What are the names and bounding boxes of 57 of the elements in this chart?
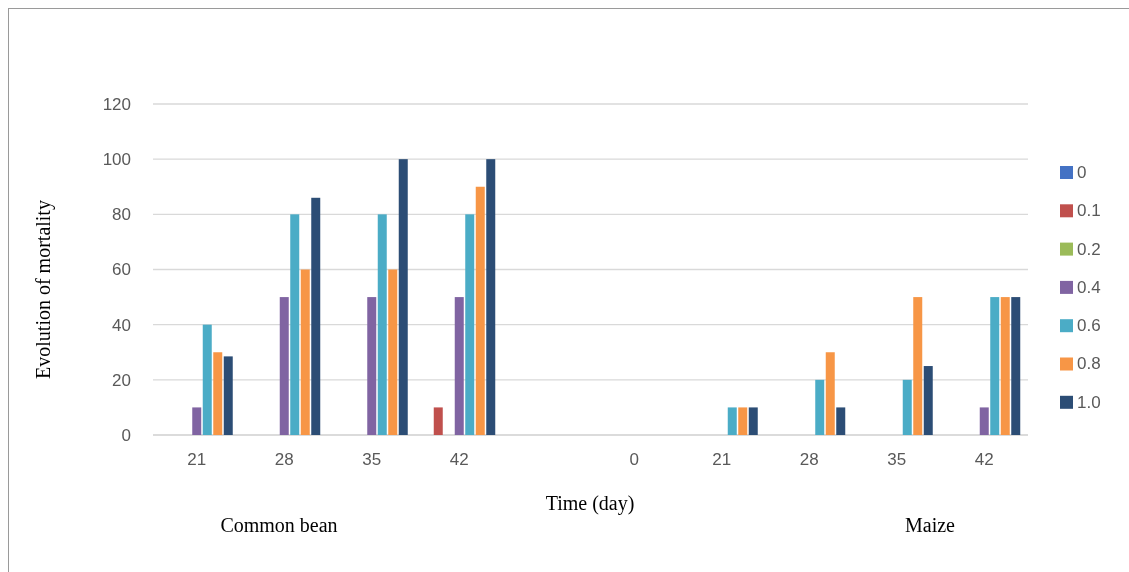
bar xyxy=(1011,297,1021,435)
y-axis-title: Evolution of mortality xyxy=(32,200,55,379)
x-tick-label: 0 xyxy=(629,450,639,469)
y-tick-label: 20 xyxy=(112,370,131,390)
bar xyxy=(398,159,408,435)
bar xyxy=(202,324,212,435)
y-tick-label: 40 xyxy=(112,315,131,335)
bar xyxy=(311,197,321,435)
bar xyxy=(990,297,1000,435)
legend-label: 0.4 xyxy=(1077,277,1101,297)
x-tick-label: 21 xyxy=(187,450,207,469)
bar xyxy=(836,407,846,435)
x-tick-label: 21 xyxy=(712,450,732,469)
text: Common bean xyxy=(220,514,338,536)
bar xyxy=(902,379,912,435)
bar xyxy=(433,407,443,435)
bar xyxy=(377,214,387,435)
bar xyxy=(290,214,300,435)
legend-label: 0.8 xyxy=(1077,354,1101,374)
legend-label: 0.2 xyxy=(1077,239,1101,259)
bar xyxy=(913,297,923,435)
bar xyxy=(300,269,310,435)
legend-label: 0.6 xyxy=(1077,316,1101,336)
text: Maize xyxy=(905,514,956,536)
y-tick-label: 80 xyxy=(112,205,131,225)
bar xyxy=(1000,297,1010,435)
legend-label: 0 xyxy=(1077,162,1087,182)
bar xyxy=(367,297,377,435)
y-tick-label: 60 xyxy=(112,260,131,280)
y-tick-label: 120 xyxy=(102,94,131,114)
bar xyxy=(825,352,835,435)
bar xyxy=(192,407,202,435)
bar xyxy=(979,407,989,435)
bar xyxy=(748,407,758,435)
x-axis-title: Time (day) xyxy=(545,492,635,515)
bar xyxy=(465,214,475,435)
y-tick-label: 100 xyxy=(102,150,131,170)
y-tick-label: 0 xyxy=(121,425,131,445)
x-tick-label: 28 xyxy=(799,450,819,469)
bar xyxy=(454,297,464,435)
x-tick-label: 35 xyxy=(362,450,382,469)
x-tick-label: 42 xyxy=(974,450,994,469)
legend-label: 1.0 xyxy=(1077,392,1101,412)
x-tick-label: 35 xyxy=(887,450,907,469)
bar xyxy=(475,186,485,435)
bar xyxy=(223,356,233,435)
x-tick-label: 42 xyxy=(449,450,469,469)
bar xyxy=(213,352,223,435)
bar xyxy=(727,407,737,435)
legend-label: 0.1 xyxy=(1077,201,1101,221)
x-tick-label: 28 xyxy=(274,450,294,469)
bar xyxy=(279,297,289,435)
bar xyxy=(738,407,748,435)
bar xyxy=(486,159,496,435)
bar xyxy=(923,366,933,435)
bar xyxy=(815,379,825,435)
bar xyxy=(388,269,398,435)
